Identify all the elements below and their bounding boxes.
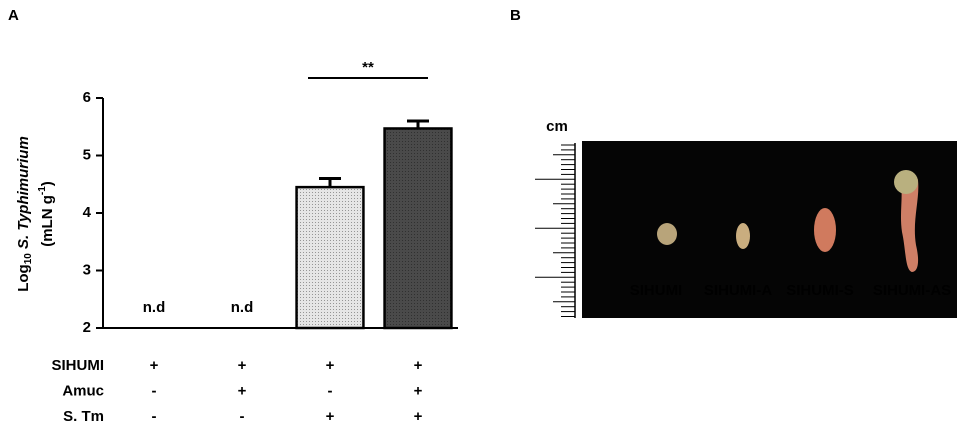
significance-label: **: [362, 59, 374, 76]
condition-sign: +: [414, 408, 423, 425]
specimen: [814, 208, 836, 252]
value-label: n.d: [231, 299, 254, 316]
y-label-part: Log: [15, 264, 32, 292]
specimen: [894, 170, 918, 194]
condition-sign: -: [328, 382, 333, 399]
y-label-part: (mLN g: [39, 195, 56, 247]
photo-label: SIHUMI-S: [786, 282, 854, 299]
specimen: [736, 223, 750, 249]
y-tick-label: 3: [83, 261, 91, 278]
condition-sign: +: [326, 357, 335, 374]
y-tick-label: 2: [83, 319, 91, 336]
condition-name: SIHUMI: [52, 357, 105, 374]
condition-sign: -: [152, 382, 157, 399]
condition-name: S. Tm: [63, 408, 104, 425]
ruler-ticks: [535, 145, 575, 317]
y-tick-label: 5: [83, 146, 91, 163]
condition-sign: +: [238, 357, 247, 374]
y-axis-label: Log10 S. Typhimurium: [15, 136, 34, 292]
y-tick-label: 6: [83, 89, 91, 106]
error-bar: [319, 179, 341, 188]
photo-label: SIHUMI: [630, 282, 683, 299]
photo-label: SIHUMI-AS: [873, 282, 951, 299]
condition-sign: +: [238, 382, 247, 399]
scale-label: cm: [546, 118, 568, 135]
y-label-part: 10: [23, 253, 34, 265]
photo: cm SIHUMI SIHUMI-A SIHUMI-S SIHUMI-AS: [535, 118, 957, 318]
panel-label: A: [8, 7, 19, 24]
condition-name: Amuc: [62, 382, 104, 399]
condition-sign: -: [240, 408, 245, 425]
figure: A B Log10 S. Typhimurium (mLN g-1) cm SI…: [0, 0, 957, 429]
panel-label: B: [510, 7, 521, 24]
value-label: n.d: [143, 299, 166, 316]
y-axis-label: (mLN g-1): [37, 181, 56, 247]
condition-sign: +: [326, 408, 335, 425]
y-label-part: S. Typhimurium: [15, 136, 32, 253]
specimen: [657, 223, 677, 245]
photo-label: SIHUMI-A: [704, 282, 772, 299]
condition-sign: +: [414, 357, 423, 374]
condition-sign: -: [152, 408, 157, 425]
bar-texture: [385, 128, 452, 328]
y-label-part: ): [39, 181, 56, 186]
condition-sign: +: [150, 357, 159, 374]
y-tick-label: 4: [83, 204, 92, 221]
condition-sign: +: [414, 382, 423, 399]
bar-texture: [297, 187, 364, 328]
